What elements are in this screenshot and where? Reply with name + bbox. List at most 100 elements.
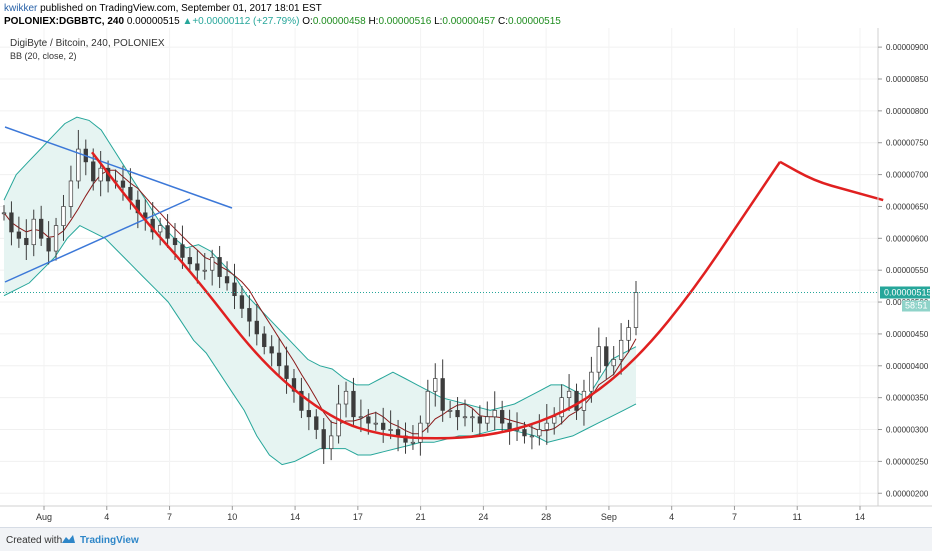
y-tick-label: 0.00000300 (886, 426, 929, 435)
last-price-label: 0.00000515 (884, 287, 932, 297)
candle[interactable] (46, 221, 51, 265)
candle[interactable] (626, 319, 631, 352)
candle[interactable] (440, 359, 445, 422)
candle[interactable] (537, 414, 542, 446)
candle[interactable] (343, 381, 349, 418)
cup-curve[interactable] (91, 151, 782, 440)
candle[interactable] (202, 252, 207, 280)
candle[interactable] (195, 250, 200, 284)
candle[interactable] (299, 377, 304, 419)
symbol-label: POLONIEX:DGBBTC, 240 (4, 16, 125, 27)
candle[interactable] (492, 391, 497, 431)
candle[interactable] (604, 337, 609, 380)
candle[interactable] (217, 245, 222, 289)
candle[interactable] (381, 407, 386, 443)
candle[interactable] (566, 374, 572, 412)
candle[interactable] (425, 379, 430, 433)
candle[interactable] (314, 409, 319, 440)
indicator-legend[interactable]: BB (20, close, 2) (10, 51, 77, 61)
trendline-upper[interactable] (4, 126, 233, 209)
candle[interactable] (559, 384, 564, 425)
trendline-lower[interactable] (4, 198, 191, 283)
candle[interactable] (165, 214, 170, 248)
candle[interactable] (284, 346, 289, 394)
publish-line: kwikker published on TradingView.com, Se… (4, 3, 322, 14)
close-value: 0.00000515 (508, 16, 561, 27)
y-tick-label: 0.00000750 (886, 139, 929, 148)
candle[interactable] (447, 400, 453, 419)
candle[interactable] (455, 397, 460, 431)
y-tick-label: 0.00000600 (886, 234, 929, 243)
time-axis[interactable]: Aug 4 7 10 14 17 21 24 28 Sep 4 7 11 14 (36, 506, 865, 522)
candle[interactable] (68, 165, 74, 218)
up-arrow-icon: ▲ (182, 16, 193, 27)
candle[interactable] (31, 209, 36, 257)
close-label: C: (498, 16, 509, 27)
candle[interactable] (187, 247, 193, 272)
header-bar: kwikker published on TradingView.com, Se… (0, 0, 932, 28)
current-price: 0.00000515 (126, 16, 180, 27)
candle[interactable] (291, 368, 297, 403)
candle[interactable] (53, 217, 59, 261)
x-tick-label: 7 (732, 512, 737, 522)
candle[interactable] (611, 346, 616, 376)
candle[interactable] (61, 194, 66, 241)
footer-bar: Created with TradingView (0, 527, 932, 551)
candle[interactable] (433, 363, 438, 407)
price-chart[interactable]: 0.00000200 0.00000250 0.00000300 0.00000350… (0, 28, 932, 527)
y-tick-label: 0.00000200 (886, 489, 929, 498)
x-tick-label: 4 (104, 512, 109, 522)
y-tick-label: 0.00000450 (886, 330, 929, 339)
x-tick-label: 28 (541, 512, 551, 522)
candle[interactable] (358, 399, 364, 433)
candle[interactable] (157, 217, 163, 246)
candle[interactable] (351, 377, 356, 427)
candle[interactable] (276, 337, 282, 376)
y-tick-label: 0.00000350 (886, 394, 929, 403)
tradingview-brand[interactable]: TradingView (80, 535, 139, 546)
candle[interactable] (210, 249, 215, 286)
price-axis[interactable]: 0.00000200 0.00000250 0.00000300 0.00000350… (878, 43, 929, 498)
price-change: +0.00000112 (+27.79%) (192, 16, 300, 27)
candle[interactable] (39, 205, 44, 246)
countdown-label: 58:51 (905, 300, 928, 310)
candle[interactable] (239, 286, 245, 318)
candle[interactable] (470, 409, 475, 433)
candle[interactable] (500, 400, 505, 433)
handle-curve[interactable] (779, 160, 884, 202)
high-value: 0.00000516 (378, 16, 432, 27)
y-tick-label: 0.00000250 (886, 457, 929, 466)
x-tick-label: 7 (167, 512, 172, 522)
candle[interactable] (98, 151, 103, 197)
candle[interactable] (418, 415, 423, 456)
candle[interactable] (477, 405, 483, 435)
bb-lower-band (3, 224, 637, 466)
candle[interactable] (329, 420, 334, 461)
candle[interactable] (247, 295, 252, 337)
candle[interactable] (9, 201, 14, 246)
y-tick-label: 0.00000850 (886, 75, 929, 84)
y-tick-label: 0.00000800 (886, 107, 929, 116)
candle[interactable] (373, 411, 378, 431)
candle[interactable] (462, 399, 468, 427)
candle[interactable] (24, 219, 29, 260)
candle[interactable] (254, 303, 259, 346)
candle[interactable] (120, 165, 126, 201)
author-link[interactable]: kwikker (4, 3, 38, 14)
candle[interactable] (269, 335, 274, 367)
candle[interactable] (321, 418, 326, 464)
candle[interactable] (224, 261, 230, 291)
candle[interactable] (529, 424, 535, 450)
candle[interactable] (1, 205, 7, 221)
candle[interactable] (618, 323, 624, 375)
candle[interactable] (596, 327, 601, 380)
candle[interactable] (544, 404, 549, 445)
candle[interactable] (262, 326, 267, 355)
candle[interactable] (485, 401, 490, 431)
candle[interactable] (574, 383, 579, 420)
candle[interactable] (16, 216, 22, 248)
ohlc-line: POLONIEX:DGBBTC, 240 0.00000515 ▲+0.0000… (4, 16, 561, 27)
candle[interactable] (76, 129, 81, 189)
x-tick-label: 14 (855, 512, 865, 522)
candle[interactable] (232, 263, 237, 310)
